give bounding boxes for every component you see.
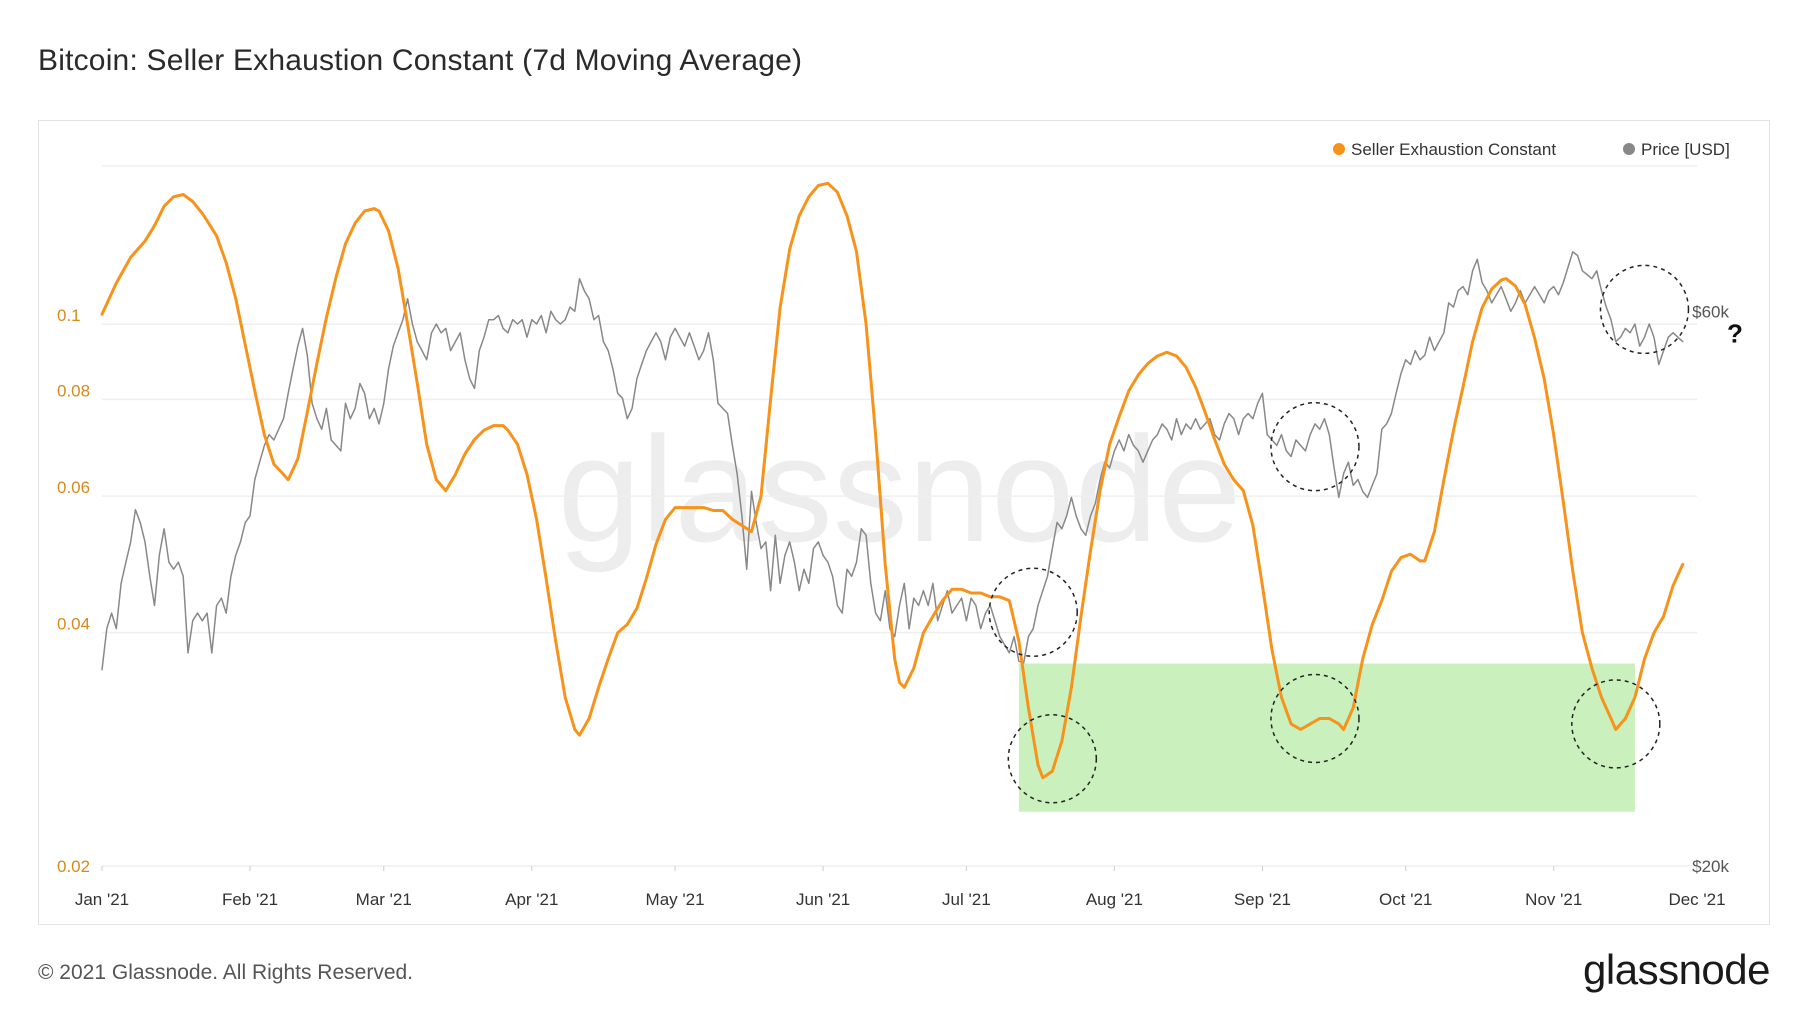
y-left-tick-label: 0.06 xyxy=(57,478,90,497)
y-left-tick-label: 0.02 xyxy=(57,857,90,876)
chart-svg: glassnode 0.02 0.04 0.06 0.08 0.1 $20k $60k Jan … xyxy=(57,140,1743,909)
y-right-tick-label: $60k xyxy=(1692,302,1729,321)
annotation-circle xyxy=(1007,714,1098,804)
annotation-circle xyxy=(1270,401,1360,492)
y-right-tick-label: $20k xyxy=(1692,857,1729,876)
copyright-text: © 2021 Glassnode. All Rights Reserved. xyxy=(38,961,414,984)
x-tick-label: Apr '21 xyxy=(505,890,558,909)
annotation-circle xyxy=(1571,679,1661,769)
legend-label: Price [USD] xyxy=(1641,140,1730,159)
question-mark: ? xyxy=(1727,319,1743,349)
legend-dot xyxy=(1333,143,1345,155)
legend-label: Seller Exhaustion Constant xyxy=(1351,140,1556,159)
legend-entry[interactable]: Price [USD] xyxy=(1623,140,1730,159)
x-tick-label: Feb '21 xyxy=(222,890,278,909)
legend-dot xyxy=(1623,143,1635,155)
x-tick-label: Aug '21 xyxy=(1086,890,1143,909)
x-tick-label: Dec '21 xyxy=(1668,890,1725,909)
sec-series-line xyxy=(100,181,1685,780)
glassnode-logo[interactable]: glassnode xyxy=(1583,946,1770,993)
x-tick-label: Jun '21 xyxy=(796,890,850,909)
y-left-tick-label: 0.04 xyxy=(57,615,90,634)
x-tick-label: Oct '21 xyxy=(1379,890,1432,909)
x-tick-label: May '21 xyxy=(646,890,705,909)
x-tick-label: Mar '21 xyxy=(356,890,412,909)
highlight-zone xyxy=(1018,663,1635,812)
watermark: glassnode xyxy=(558,405,1242,573)
y-left-tick-label: 0.1 xyxy=(57,306,81,325)
x-tick-label: Jul '21 xyxy=(942,890,991,909)
x-tick-label: Jan '21 xyxy=(75,890,129,909)
page-title: Bitcoin: Seller Exhaustion Constant (7d … xyxy=(38,44,803,77)
y-left-tick-label: 0.08 xyxy=(57,381,90,400)
legend-entry[interactable]: Seller Exhaustion Constant xyxy=(1333,140,1556,159)
chart-frame: glassnode 0.02 0.04 0.06 0.08 0.1 $20k $60k Jan … xyxy=(38,120,1770,925)
x-tick-label: Sep '21 xyxy=(1234,890,1291,909)
annotation-circle xyxy=(1270,673,1360,764)
annotation-circle xyxy=(1599,264,1690,355)
annotation-circle xyxy=(988,567,1078,658)
x-tick-label: Nov '21 xyxy=(1525,890,1582,909)
